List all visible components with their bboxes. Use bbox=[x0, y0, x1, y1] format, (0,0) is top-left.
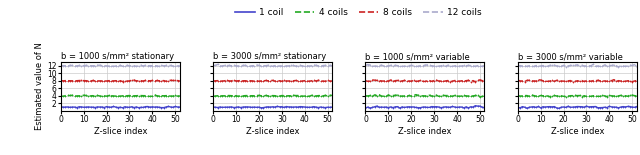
X-axis label: Z-slice index: Z-slice index bbox=[398, 127, 452, 136]
Y-axis label: Estimated value of N: Estimated value of N bbox=[35, 42, 44, 130]
X-axis label: Z-slice index: Z-slice index bbox=[93, 127, 147, 136]
X-axis label: Z-slice index: Z-slice index bbox=[550, 127, 604, 136]
Legend: 1 coil, 4 coils, 8 coils, 12 coils: 1 coil, 4 coils, 8 coils, 12 coils bbox=[231, 4, 486, 21]
Text: b = 3000 s/mm² stationary: b = 3000 s/mm² stationary bbox=[213, 52, 326, 61]
Text: b = 1000 s/mm² stationary: b = 1000 s/mm² stationary bbox=[61, 52, 174, 61]
Text: b = 3000 s/mm² variable: b = 3000 s/mm² variable bbox=[518, 52, 623, 61]
X-axis label: Z-slice index: Z-slice index bbox=[246, 127, 300, 136]
Text: b = 1000 s/mm² variable: b = 1000 s/mm² variable bbox=[365, 52, 470, 61]
